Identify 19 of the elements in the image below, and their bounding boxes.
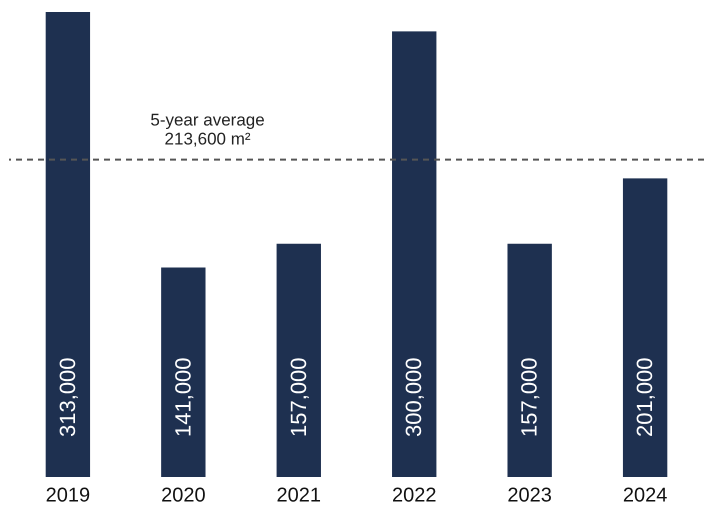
x-tick-label: 2023 — [507, 484, 552, 506]
bar — [161, 268, 206, 477]
data-label: 157,000 — [516, 357, 542, 437]
bar — [392, 31, 436, 477]
bar — [46, 12, 90, 477]
data-label: 141,000 — [170, 357, 196, 437]
x-tick-label: 2024 — [622, 484, 668, 506]
bar — [622, 178, 668, 477]
ref-line-label: 5-year average 213,600 m² — [150, 110, 265, 149]
bar — [507, 244, 552, 477]
bar — [276, 244, 321, 477]
x-tick-label: 2020 — [161, 484, 206, 506]
data-label: 300,000 — [401, 357, 426, 437]
data-label: 201,000 — [632, 357, 658, 437]
data-label: 313,000 — [54, 357, 80, 437]
x-tick-label: 2019 — [46, 484, 90, 506]
data-label: 157,000 — [286, 357, 311, 437]
x-tick-label: 2022 — [392, 484, 436, 506]
x-tick-label: 2021 — [276, 484, 322, 506]
